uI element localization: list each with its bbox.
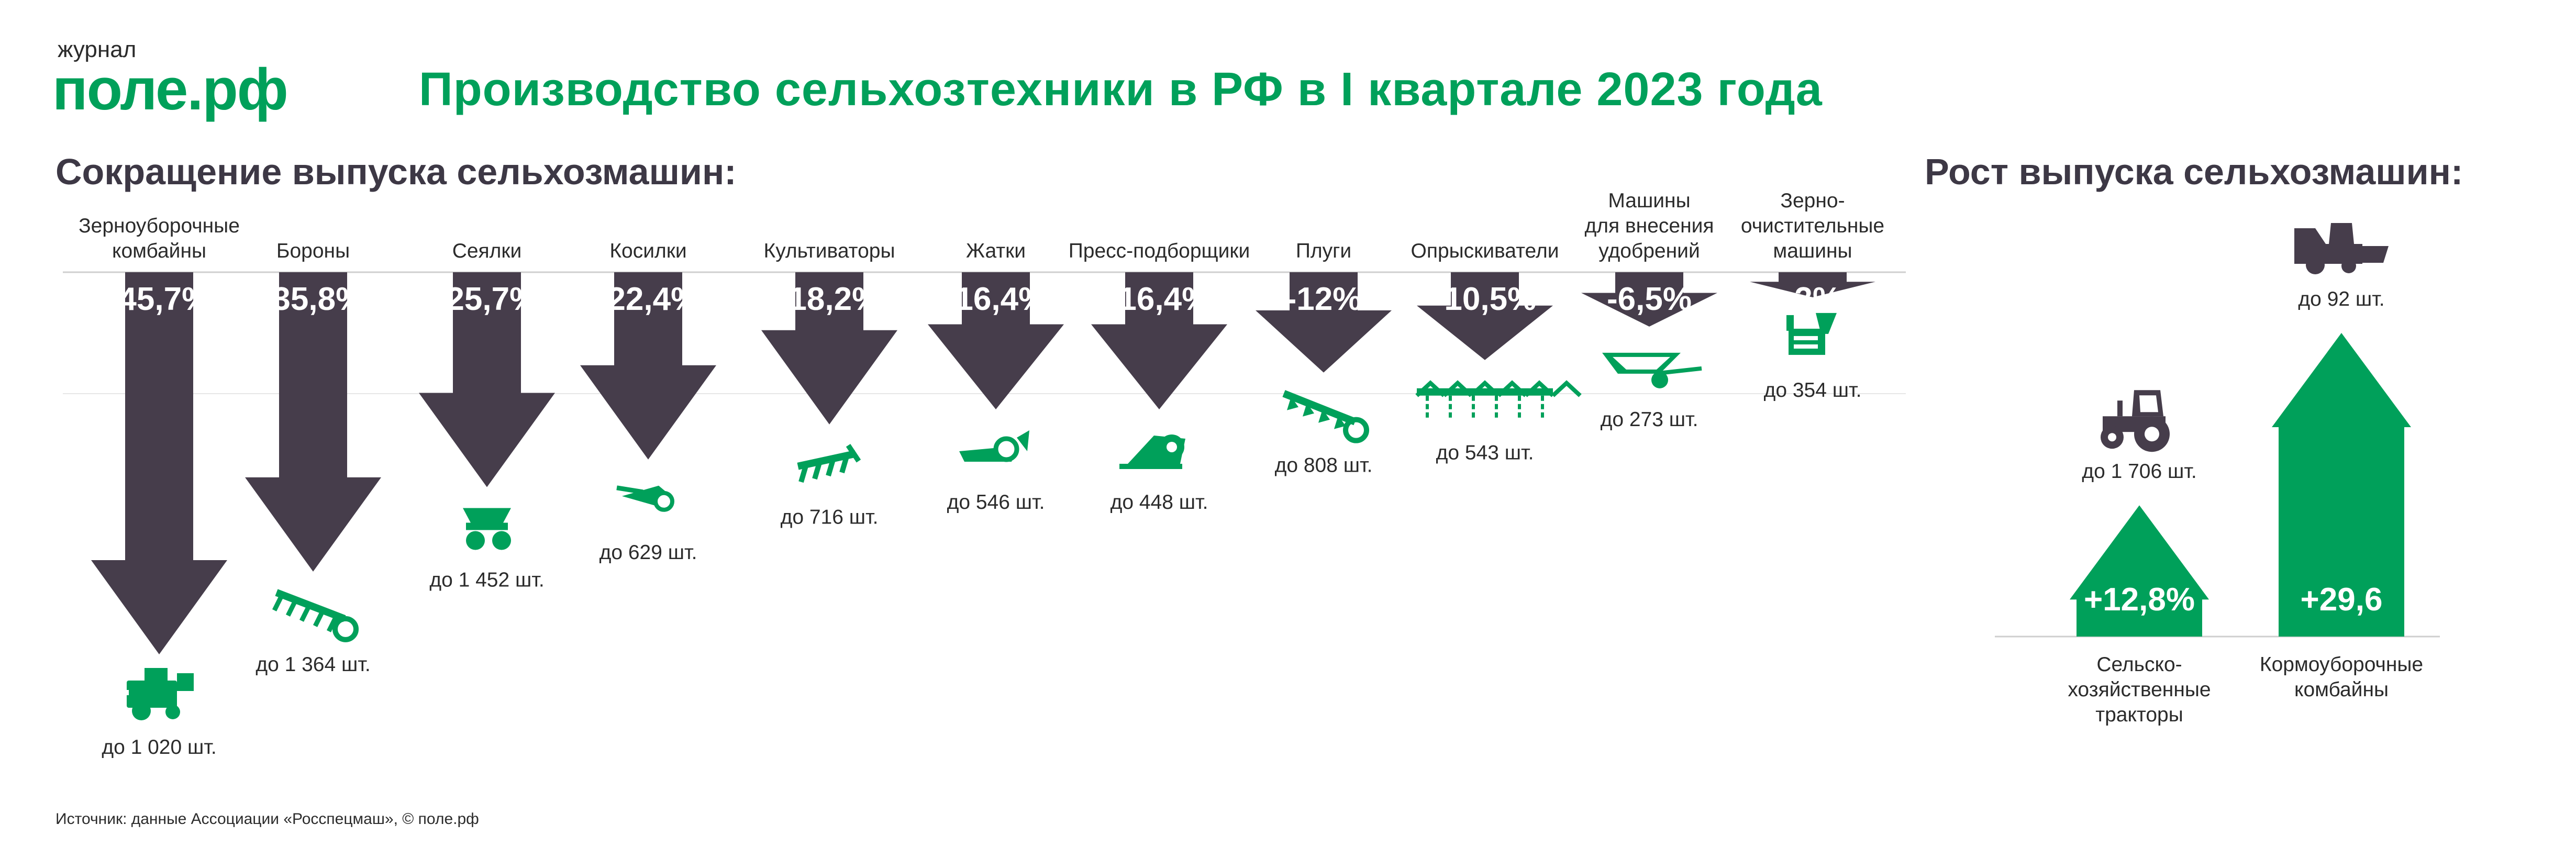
decrease-count-label-7: до 448 шт. [1111,491,1208,514]
increase-category-label-1-2: хозяйственные [2068,678,2211,701]
decrease-category-label-4-1: Косилки [609,240,686,262]
increase-section-title: Рост выпуска сельхозмашин: [1925,151,2463,192]
decrease-arrow-4 [580,272,716,460]
decrease-value-label-1: -45,7% [108,281,210,317]
fertilizer-spreader-icon [1602,352,1702,388]
increase-category-label-1-3: тракторы [2095,704,2183,726]
increase-arrow-1 [2070,505,2209,637]
header-icon [959,430,1029,462]
increase-count-label-2: до 92 шт. [2298,288,2384,310]
logo: поле.рф [52,57,288,122]
decrease-category-label-9-1: Опрыскиватели [1411,240,1559,262]
decrease-value-label-2: -35,8% [262,281,364,317]
decrease-value-label-5: -18,2% [778,281,881,317]
decrease-arrow-10 [1581,272,1717,327]
increase-category-label-1-1: Сельско- [2096,653,2182,676]
decrease-value-label-8: -12% [1286,281,1362,317]
decrease-count-label-5: до 716 шт. [781,506,879,529]
decrease-count-label-2: до 1 364 шт. [256,653,370,676]
decrease-value-label-3: -25,7% [436,281,538,317]
baler-icon [1119,434,1185,469]
bars-layer [91,272,2411,654]
decrease-arrow-7 [1091,272,1227,409]
decrease-arrow-9 [1417,272,1553,360]
increase-category-label-2-1: Кормоуборочные [2260,653,2423,676]
increase-value-label-1: +12,8% [2084,582,2195,618]
decrease-arrow-6 [928,272,1064,409]
decrease-category-label-5-1: Культиваторы [764,240,895,262]
increase-count-label-1: до 1 706 шт. [2082,460,2196,483]
decrease-count-label-10: до 273 шт. [1601,408,1698,431]
decrease-category-label-11-2: очистительные [1741,215,1884,237]
decrease-category-label-11-1: Зерно- [1780,190,1845,212]
decrease-arrow-3 [419,272,555,487]
text-layer: -45,7% Зерноуборочные комбайны до 1 020 шт.… [79,190,2423,759]
decrease-section-title: Сокращение выпуска сельхозмашин: [55,151,737,192]
combine-icon [121,668,194,720]
decrease-value-label-4: -22,4% [597,281,699,317]
mower-icon [616,485,674,512]
decrease-value-label-10: -6,5% [1607,281,1692,317]
icon-layer [121,223,2389,720]
decrease-value-label-6: -16,4% [945,281,1047,317]
harrow-icon [272,589,359,642]
logo-small-text: журнал [58,37,137,62]
grain-cleaner-icon [1786,313,1837,355]
decrease-category-label-1-1: Зерноуборочные [79,215,240,237]
cultivator-icon [797,443,861,483]
decrease-category-label-1-2: комбайны [112,240,206,262]
decrease-count-label-3: до 1 452 шт. [429,569,544,592]
increase-category-label-2-2: комбайны [2294,678,2389,701]
increase-arrow-2 [2272,333,2411,637]
source-note: Источник: данные Ассоциации «Росспецмаш»… [55,810,479,828]
decrease-arrow-2 [245,272,381,572]
increase-value-label-2: +29,6 [2301,582,2383,618]
tractor-icon [2101,390,2170,452]
decrease-count-label-8: до 808 шт. [1275,454,1373,477]
decrease-arrow-11 [1750,272,1875,297]
decrease-category-label-6-1: Жатки [966,240,1026,262]
forage-harvester-icon [2294,223,2389,274]
decrease-category-label-11-3: машины [1773,240,1852,262]
sprayer-icon [1415,380,1582,421]
decrease-arrow-8 [1256,272,1392,373]
decrease-count-label-4: до 629 шт. [599,541,697,564]
decrease-arrow-5 [761,272,897,425]
decrease-count-label-9: до 543 шт. [1436,442,1534,464]
decrease-count-label-6: до 546 шт. [947,491,1045,514]
decrease-value-label-7: -16,4% [1108,281,1211,317]
seeder-icon [463,508,511,550]
decrease-value-label-9: -10,5% [1434,281,1536,317]
decrease-category-label-2-1: Бороны [276,240,350,262]
decrease-value-label-11: -3% [1784,281,1841,317]
decrease-category-label-7-1: Пресс-подборщики [1069,240,1250,262]
decrease-category-label-10-1: Машины [1608,190,1690,212]
page-title: Производство сельхозтехники в РФ в I ква… [419,63,1823,116]
decrease-category-label-10-3: удобрений [1598,240,1700,262]
plough-icon [1282,390,1369,443]
decrease-category-label-8-1: Плуги [1296,240,1351,262]
decrease-category-label-10-2: для внесения [1584,215,1714,237]
decrease-category-label-3-1: Сеялки [452,240,522,262]
decrease-arrow-1 [91,272,227,654]
decrease-count-label-11: до 354 шт. [1764,379,1862,402]
decrease-count-label-1: до 1 020 шт. [102,736,216,759]
